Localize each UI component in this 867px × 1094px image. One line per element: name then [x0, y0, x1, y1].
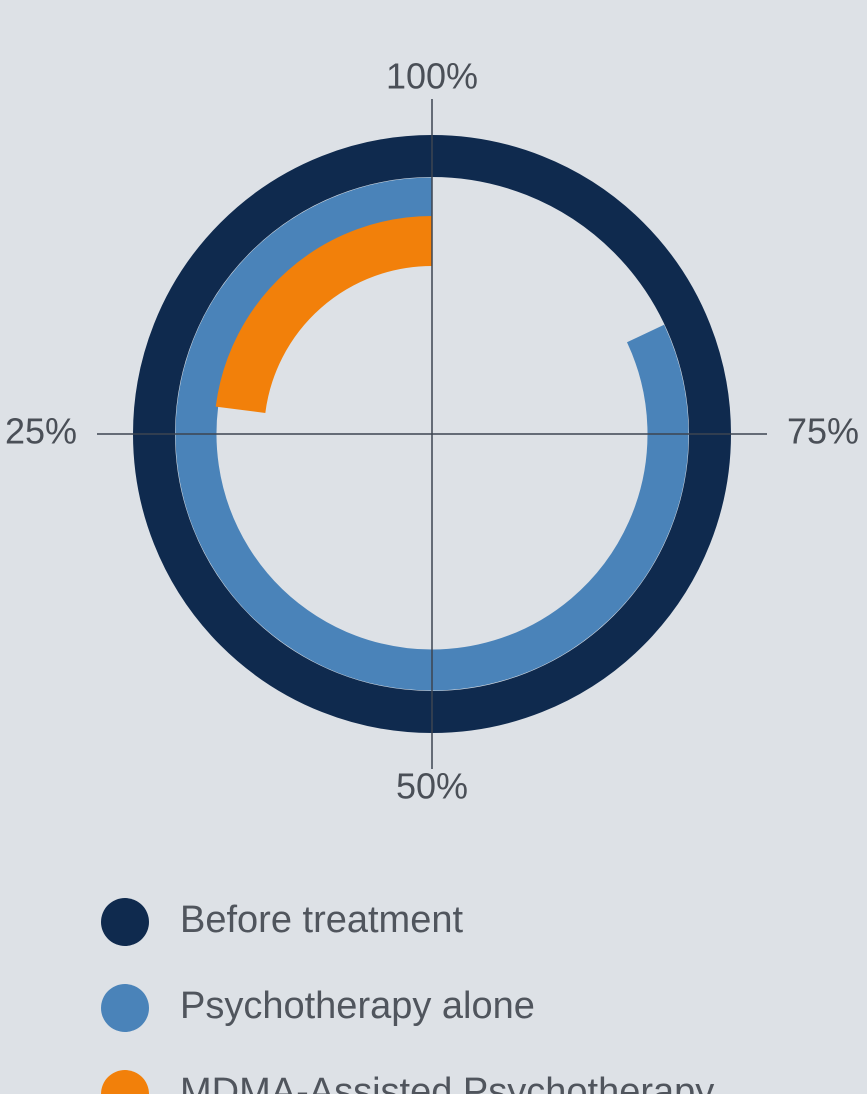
tick-label: 50%: [396, 766, 468, 807]
tick-label: 100%: [386, 56, 478, 97]
tick-label: 25%: [5, 411, 77, 452]
legend-marker: [101, 898, 149, 946]
legend-label: MDMA-Assisted Psychotherapy: [180, 1071, 714, 1094]
legend-marker: [101, 984, 149, 1032]
radial-bar: [215, 216, 433, 414]
legend-marker: [101, 1070, 149, 1094]
legend-label: Psychotherapy alone: [180, 985, 535, 1027]
tick-label: 75%: [787, 411, 859, 452]
radial-bar: [175, 177, 689, 691]
legend-label: Before treatment: [180, 899, 463, 941]
